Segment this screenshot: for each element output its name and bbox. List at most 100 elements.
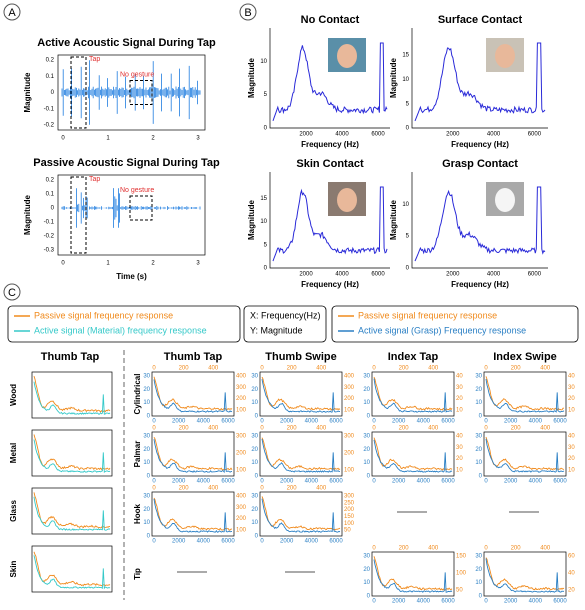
passive-trace <box>261 376 341 411</box>
plot-frame <box>57 174 206 256</box>
active-trace <box>373 559 453 593</box>
plot-title: Grasp Contact <box>442 158 518 170</box>
x-tick-label: 2 <box>151 136 155 142</box>
annotation: No gesture <box>120 187 154 194</box>
x-tick-label: 2000 <box>446 132 460 138</box>
y-tick-label: -0.1 <box>44 220 55 226</box>
plot-frame <box>151 431 235 477</box>
panel-label: B <box>244 7 251 19</box>
y-tick-label: -0.1 <box>44 106 55 112</box>
top-tick-label: 200 <box>511 426 522 432</box>
top-tick-label: 200 <box>399 546 410 552</box>
y-tick-label: -0.2 <box>44 123 55 129</box>
y-tick-label: 0 <box>255 534 259 540</box>
annotation: No gesture <box>120 71 154 78</box>
x-tick-label: 1 <box>106 136 110 142</box>
plot-frame <box>483 431 567 477</box>
top-tick-label: 0 <box>484 546 488 552</box>
legend-text: Passive signal frequency response <box>358 310 497 320</box>
right-tick-label: 50 <box>344 528 351 534</box>
right-tick-label: 250 <box>344 500 355 506</box>
plot-frame <box>371 431 455 477</box>
x-tick-label: 0 <box>260 479 264 485</box>
top-tick-label: 400 <box>208 426 219 432</box>
signal-trace <box>61 188 201 228</box>
y-tick-label: 0.1 <box>46 74 55 80</box>
right-tick-label: 200 <box>236 451 247 457</box>
top-tick-label: 400 <box>428 366 439 372</box>
right-tick-label: 20 <box>456 456 463 462</box>
x-tick-label: 6000 <box>329 419 343 425</box>
y-tick-label: 10 <box>251 400 258 406</box>
top-tick-label: 400 <box>428 426 439 432</box>
column-title: Thumb Tap <box>164 351 223 363</box>
plot-frame <box>371 371 455 417</box>
y-tick-label: 20 <box>251 387 258 393</box>
x-tick-label: 0 <box>484 479 488 485</box>
x-tick-label: 6000 <box>553 599 567 605</box>
plot-frame <box>259 491 343 537</box>
active-trace <box>261 438 341 473</box>
y-tick-label: 10 <box>143 520 150 526</box>
top-tick-label: 0 <box>484 366 488 372</box>
passive-trace <box>153 497 232 531</box>
x-tick-label: 0 <box>484 419 488 425</box>
y-tick-label: 30 <box>251 494 258 500</box>
x-tick-label: 6000 <box>553 479 567 485</box>
x-tick-label: 4000 <box>335 272 349 278</box>
y-tick-label: -0.2 <box>44 234 55 240</box>
x-tick-label: 2000 <box>172 479 186 485</box>
x-tick-label: 0 <box>484 599 488 605</box>
y-tick-label: 10 <box>363 460 370 466</box>
active-trace <box>485 379 565 413</box>
y-tick-label: 0 <box>255 474 259 480</box>
x-tick-label: 2000 <box>280 419 294 425</box>
top-tick-label: 200 <box>287 366 298 372</box>
legend-text: X: Frequency(Hz) <box>250 310 321 320</box>
x-tick-label: 4000 <box>487 132 501 138</box>
right-tick-label: 20 <box>568 396 575 402</box>
y-tick-label: 10 <box>475 460 482 466</box>
top-tick-label: 400 <box>316 366 327 372</box>
right-tick-label: 200 <box>344 396 355 402</box>
y-tick-label: 10 <box>475 400 482 406</box>
y-tick-label: 5 <box>264 92 268 98</box>
x-tick-label: 4000 <box>417 419 431 425</box>
active-trace <box>153 498 232 533</box>
passive-trace <box>261 496 341 531</box>
y-tick-label: 5 <box>406 234 410 240</box>
right-tick-label: 200 <box>344 451 355 457</box>
signal-trace <box>61 60 201 125</box>
top-tick-label: 0 <box>152 486 156 492</box>
top-tick-label: 200 <box>287 426 298 432</box>
gesture-box <box>129 80 153 105</box>
hand <box>495 44 515 68</box>
y-tick-label: 10 <box>260 59 267 65</box>
x-tick-label: 2000 <box>299 132 313 138</box>
y-tick-label: 20 <box>363 447 370 453</box>
axes <box>411 172 548 269</box>
panel-label: C <box>8 287 16 299</box>
axes <box>269 172 390 269</box>
top-tick-label: 0 <box>152 366 156 372</box>
hand <box>337 44 357 68</box>
y-tick-label: 0.2 <box>46 178 55 184</box>
right-tick-label: 300 <box>236 385 247 391</box>
active-trace <box>373 378 453 413</box>
row-label: Hook <box>133 503 142 524</box>
x-tick-label: 4000 <box>529 599 543 605</box>
active-trace <box>153 379 233 413</box>
legend-box <box>243 305 327 343</box>
y-axis-label: Magnitude <box>247 199 256 240</box>
plot-frame <box>259 431 343 477</box>
y-tick-label: 30 <box>363 434 370 440</box>
right-tick-label: 60 <box>568 554 575 560</box>
active-trace <box>485 438 565 473</box>
y-tick-label: 0 <box>147 534 151 540</box>
y-tick-label: 0 <box>264 126 268 132</box>
y-tick-label: 30 <box>475 374 482 380</box>
y-tick-label: 0 <box>264 266 268 272</box>
x-tick-label: 3 <box>196 136 200 142</box>
x-tick-label: 4000 <box>305 539 319 545</box>
y-tick-label: 5 <box>264 242 268 248</box>
